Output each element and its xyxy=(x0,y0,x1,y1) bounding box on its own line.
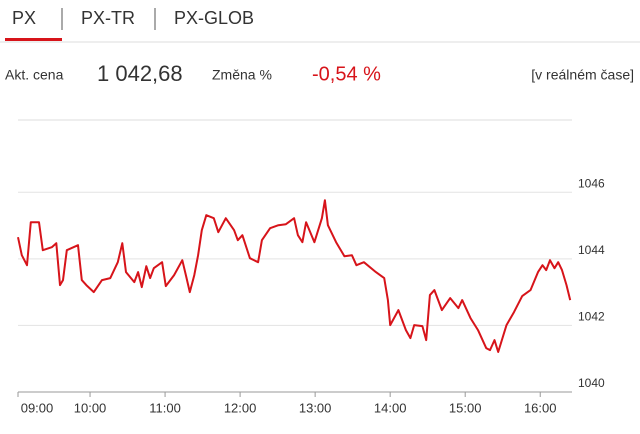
price-label: Akt. cena xyxy=(5,67,64,83)
y-tick-label: 1040 xyxy=(578,376,605,390)
x-tick-label: 13:00 xyxy=(299,400,332,415)
y-tick-label: 1044 xyxy=(578,243,605,257)
active-tab-underline xyxy=(5,38,62,41)
price: 1 042,68 xyxy=(97,61,183,86)
x-tick-label: 16:00 xyxy=(524,400,557,415)
change: -0,54 % xyxy=(312,63,381,85)
x-tick-label: 15:00 xyxy=(449,400,482,415)
tab[interactable]: PX xyxy=(12,8,36,28)
x-tick-label: 11:00 xyxy=(149,400,181,415)
tab[interactable]: PX-GLOB xyxy=(174,8,254,28)
x-tick-label: 12:00 xyxy=(224,400,257,415)
x-tick-label: 14:00 xyxy=(374,400,407,415)
change-label: Změna % xyxy=(212,67,272,83)
price-line xyxy=(17,199,572,353)
y-tick-label: 1046 xyxy=(578,176,605,190)
mode: [v reálném čase] xyxy=(531,67,634,83)
chart: 1040 1042 1044 1046 09:00 10:00 11:00 12:00 13:0… xyxy=(17,119,605,415)
tab[interactable]: PX-TR xyxy=(81,8,135,28)
x-tick-label: 10:00 xyxy=(74,400,107,415)
y-tick-label: 1042 xyxy=(578,310,605,324)
x-tick-label: 09:00 xyxy=(21,400,54,415)
